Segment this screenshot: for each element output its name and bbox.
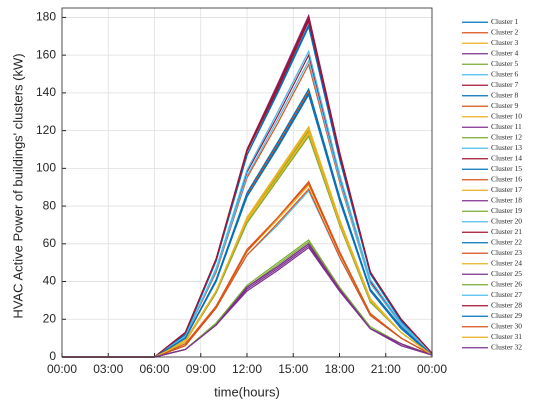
legend-label: Cluster 7 xyxy=(491,80,519,89)
legend-label: Cluster 15 xyxy=(491,164,522,173)
y-tick-label: 40 xyxy=(43,274,57,288)
legend-label: Cluster 31 xyxy=(491,332,522,341)
y-axis-label: HVAC Active Power of buildings' clusters… xyxy=(10,53,25,318)
y-tick-label: 100 xyxy=(36,161,56,175)
legend-label: Cluster 29 xyxy=(491,311,522,320)
x-tick-label: 15:00 xyxy=(278,362,308,376)
x-tick-label: 06:00 xyxy=(139,362,169,376)
x-tick-label: 12:00 xyxy=(232,362,262,376)
legend-label: Cluster 2 xyxy=(491,27,519,36)
legend-label: Cluster 11 xyxy=(491,122,522,131)
y-tick-label: 80 xyxy=(43,198,57,212)
legend-label: Cluster 30 xyxy=(491,321,522,330)
legend-label: Cluster 23 xyxy=(491,248,522,257)
plot-frame xyxy=(61,7,433,358)
series-line xyxy=(62,59,433,358)
legend-label: Cluster 22 xyxy=(491,237,522,246)
legend-label: Cluster 5 xyxy=(491,59,519,68)
y-tick-label: 140 xyxy=(36,85,56,99)
series-line xyxy=(62,25,433,358)
legend-label: Cluster 9 xyxy=(491,101,519,110)
series-line xyxy=(62,131,433,358)
x-tick-label: 03:00 xyxy=(93,362,123,376)
legend-label: Cluster 12 xyxy=(491,132,522,141)
x-tick-label: 09:00 xyxy=(186,362,216,376)
legend-label: Cluster 19 xyxy=(491,206,522,215)
legend-label: Cluster 16 xyxy=(491,174,522,183)
y-tick-label: 160 xyxy=(36,47,56,61)
legend-label: Cluster 1 xyxy=(491,17,519,26)
legend-label: Cluster 3 xyxy=(491,38,519,47)
x-axis-label: time(hours) xyxy=(214,384,280,399)
legend-label: Cluster 14 xyxy=(491,153,522,162)
legend-label: Cluster 28 xyxy=(491,300,522,309)
x-tick-label: 00:00 xyxy=(47,362,77,376)
legend-label: Cluster 32 xyxy=(491,342,522,351)
legend-label: Cluster 20 xyxy=(491,216,522,225)
legend-label: Cluster 17 xyxy=(491,185,522,194)
series-line xyxy=(62,242,433,358)
legend-label: Cluster 27 xyxy=(491,290,522,299)
y-tick-label: 60 xyxy=(43,236,57,250)
x-tick-label: 18:00 xyxy=(324,362,354,376)
y-tick-label: 120 xyxy=(36,123,56,137)
y-tick-label: 20 xyxy=(43,311,57,325)
legend-box xyxy=(457,12,546,356)
x-tick-label: 00:00 xyxy=(417,362,447,376)
legend-label: Cluster 21 xyxy=(491,227,522,236)
legend-label: Cluster 25 xyxy=(491,269,522,278)
y-tick-label: 0 xyxy=(49,349,56,363)
legend-label: Cluster 24 xyxy=(491,258,522,267)
legend-label: Cluster 4 xyxy=(491,48,519,57)
y-tick-label: 180 xyxy=(36,10,56,24)
legend-label: Cluster 26 xyxy=(491,279,522,288)
x-tick-label: 21:00 xyxy=(371,362,401,376)
legend-label: Cluster 6 xyxy=(491,69,519,78)
series-line xyxy=(62,125,433,358)
legend-label: Cluster 10 xyxy=(491,111,522,120)
legend-label: Cluster 18 xyxy=(491,195,522,204)
series-line xyxy=(62,17,433,358)
legend-label: Cluster 13 xyxy=(491,143,522,152)
series-line xyxy=(62,87,433,358)
series-line xyxy=(62,182,433,358)
legend-label: Cluster 8 xyxy=(491,90,519,99)
